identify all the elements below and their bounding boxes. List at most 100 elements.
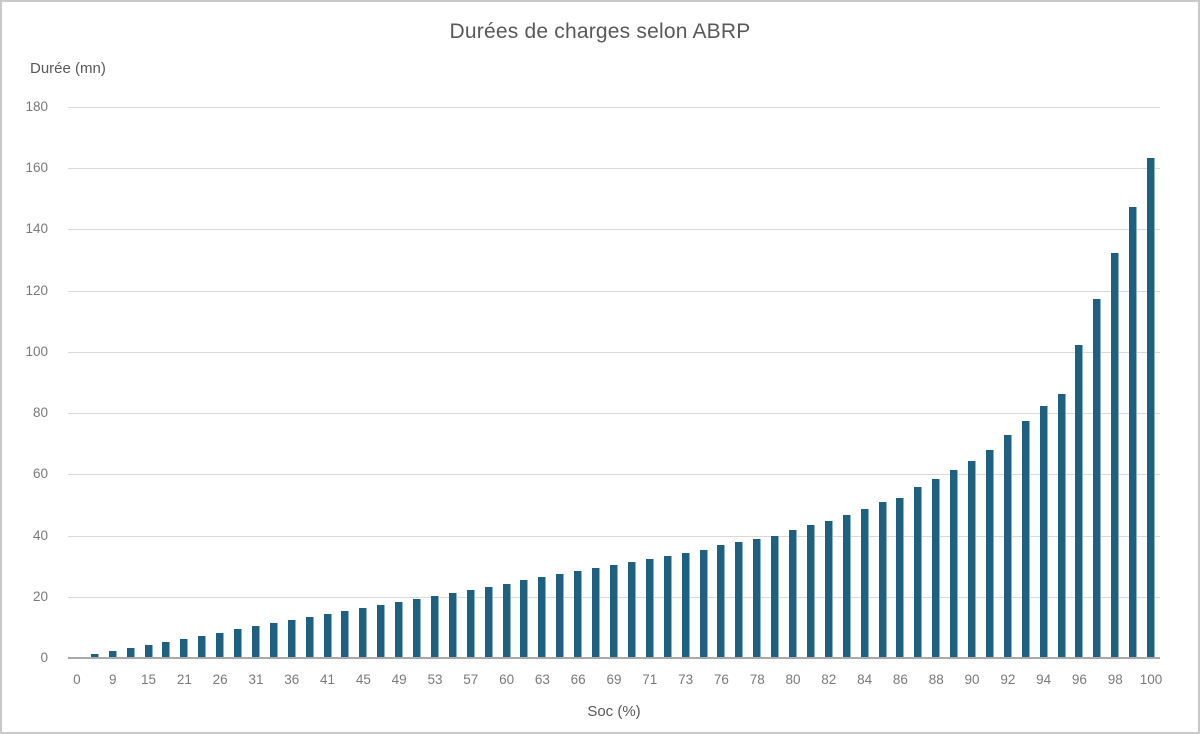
bar [896, 497, 905, 657]
gridline [68, 474, 1160, 476]
bar [860, 508, 869, 657]
x-tick-label: 36 [284, 672, 300, 687]
x-tick-label: 78 [749, 672, 765, 687]
bar [1021, 421, 1030, 657]
x-tick-label: 71 [642, 672, 658, 687]
bar [234, 629, 243, 657]
y-tick-label: 40 [32, 527, 48, 543]
x-tick-label: 49 [391, 672, 407, 687]
x-tick-label: 76 [713, 672, 729, 687]
bar [430, 595, 439, 657]
bar [556, 574, 565, 657]
bar [126, 647, 135, 657]
gridline [68, 107, 1160, 108]
bar [1147, 158, 1156, 657]
bar [663, 555, 672, 657]
plot-area [68, 107, 1160, 659]
bar [162, 641, 171, 657]
y-tick-label: 120 [25, 282, 48, 298]
bar [932, 479, 941, 657]
y-tick-label: 80 [32, 405, 48, 421]
x-tick-label: 53 [427, 672, 443, 687]
x-tick-label: 63 [534, 672, 550, 687]
x-tick-label: 66 [570, 672, 586, 687]
bar [198, 635, 207, 657]
gridline [68, 168, 1160, 170]
bar [771, 536, 780, 657]
bar [681, 552, 690, 657]
bar [341, 611, 350, 657]
x-tick-label: 98 [1107, 672, 1123, 687]
bar [287, 620, 296, 657]
x-tick-label: 82 [821, 672, 837, 687]
bar [645, 559, 654, 657]
bar [269, 623, 278, 657]
bar [144, 644, 153, 657]
x-tick-label: 84 [857, 672, 873, 687]
bar [359, 608, 368, 657]
bar [216, 632, 225, 657]
x-tick-label: 69 [606, 672, 622, 687]
bar [806, 525, 815, 657]
bar [90, 653, 99, 657]
x-tick-label: 88 [928, 672, 944, 687]
x-tick-label: 96 [1071, 672, 1087, 687]
bar [323, 614, 332, 657]
y-tick-label: 60 [32, 466, 48, 482]
bar [610, 565, 618, 657]
bar [1129, 207, 1138, 657]
gridline [68, 290, 1160, 292]
bar [842, 514, 851, 657]
x-tick-label: 26 [212, 672, 228, 687]
bar [824, 520, 833, 657]
bar [538, 577, 547, 657]
x-tick-label: 90 [964, 672, 980, 687]
bar [1039, 406, 1048, 657]
bar [180, 638, 189, 657]
bar [251, 626, 260, 657]
x-tick-label: 9 [108, 672, 117, 687]
bar [592, 568, 601, 657]
gridline [68, 413, 1160, 415]
x-tick-label: 57 [463, 672, 479, 687]
x-tick-label: 86 [892, 672, 908, 687]
bar [1111, 252, 1120, 657]
bar [466, 589, 475, 657]
x-tick-label: 92 [1000, 672, 1016, 687]
x-tick-label: 31 [248, 672, 264, 687]
x-tick-label: 15 [141, 672, 157, 687]
bar [985, 450, 994, 657]
x-axis-title: Soc (%) [587, 703, 641, 720]
bar [108, 650, 117, 657]
gridline [68, 535, 1160, 537]
bar [1075, 344, 1084, 657]
y-axis-title: Durée (mn) [30, 60, 106, 77]
bar [753, 539, 762, 657]
bar [413, 598, 422, 657]
x-axis-line [68, 657, 1160, 659]
bar [699, 549, 708, 657]
bar [574, 571, 583, 657]
bar [1057, 393, 1066, 657]
bar [1003, 435, 1012, 657]
y-tick-label: 20 [32, 588, 48, 604]
bar [448, 592, 457, 657]
y-tick-label: 180 [25, 99, 48, 114]
bar [735, 542, 744, 657]
bar [305, 617, 314, 657]
x-tick-label: 45 [355, 672, 371, 687]
bar [878, 502, 887, 657]
bar [789, 529, 798, 657]
x-tick-label: 100 [1139, 672, 1163, 687]
bar [377, 604, 386, 657]
bar [968, 461, 977, 657]
y-tick-label: 160 [25, 160, 48, 176]
bar [1093, 298, 1102, 657]
bar [627, 562, 636, 657]
x-tick-label: 80 [785, 672, 801, 687]
x-tick-label: 60 [499, 672, 515, 687]
bar [484, 586, 493, 657]
bar [502, 583, 511, 657]
bar [950, 470, 959, 657]
